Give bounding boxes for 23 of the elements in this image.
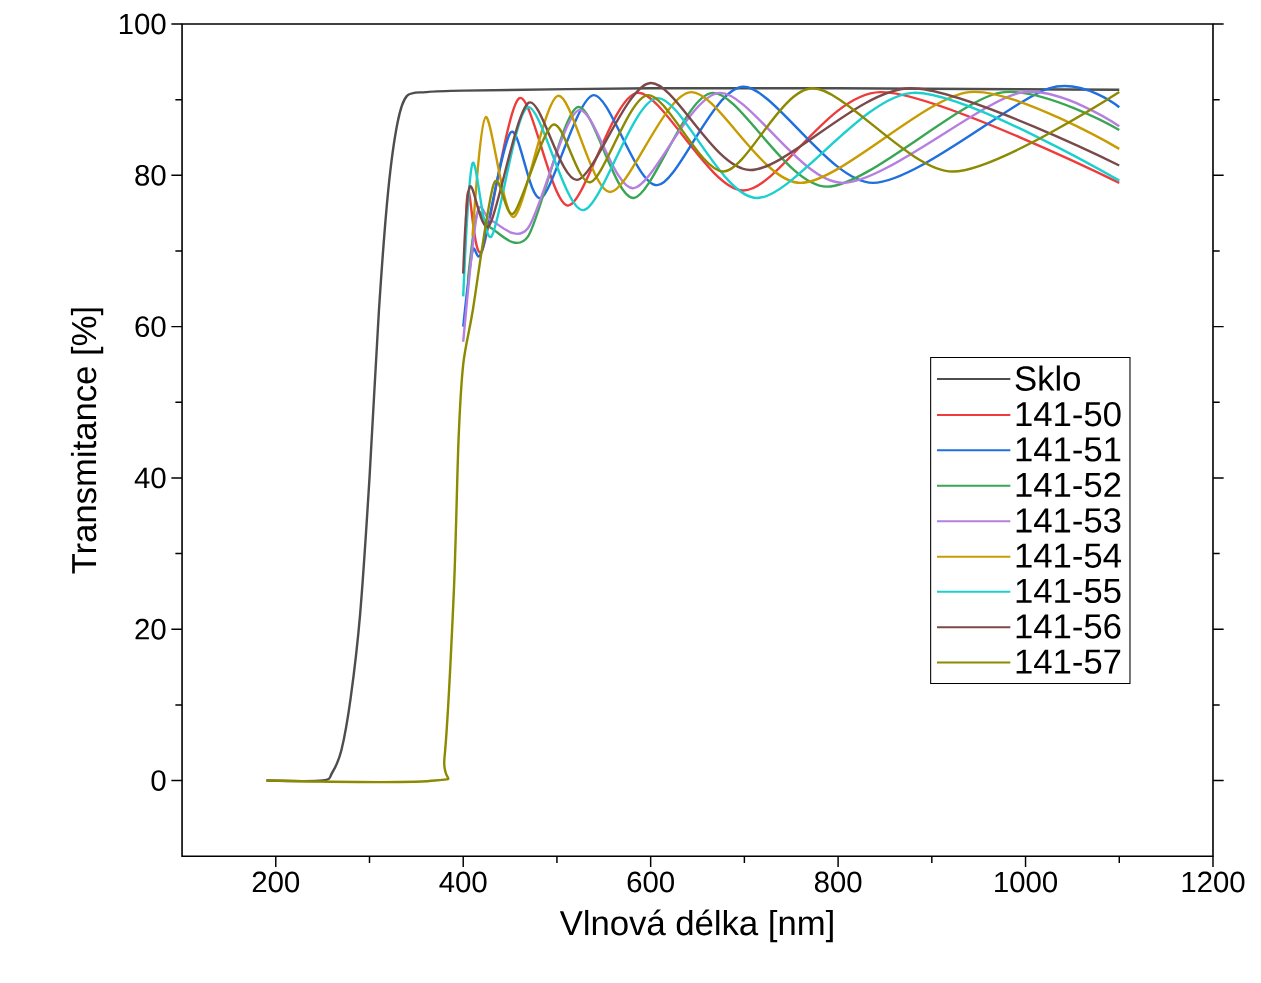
legend-label: 141-53 xyxy=(1016,508,1121,533)
legend-label: 141-54 xyxy=(1016,543,1121,568)
legend-label: 141-56 xyxy=(1016,613,1121,639)
legend-label: 141-50 xyxy=(1016,401,1121,427)
x-axis-title: Vlnová délka [nm] xyxy=(559,909,833,943)
y-axis-title: Transmitance [%] xyxy=(70,308,104,574)
y-tick-label: 20 xyxy=(135,618,166,640)
x-tick-label: 200 xyxy=(252,871,300,893)
legend-label: 141-55 xyxy=(1016,578,1121,603)
legend-label: 141-51 xyxy=(1016,437,1121,462)
y-tick-label: 100 xyxy=(119,13,166,35)
legend-label: 141-57 xyxy=(1016,649,1121,674)
y-tick-label: 40 xyxy=(134,467,166,489)
x-tick-label: 600 xyxy=(627,871,674,893)
y-tick-label: 0 xyxy=(151,770,166,791)
x-tick-label: 1200 xyxy=(1182,871,1245,893)
legend-label: 141-52 xyxy=(1016,472,1121,498)
legend-label: Sklo xyxy=(1015,365,1080,391)
y-tick-label: 60 xyxy=(135,316,166,337)
x-tick-label: 800 xyxy=(814,871,862,893)
y-tick-label: 80 xyxy=(135,164,166,186)
x-tick-label: 400 xyxy=(439,871,487,893)
x-tick-label: 1000 xyxy=(995,871,1058,893)
